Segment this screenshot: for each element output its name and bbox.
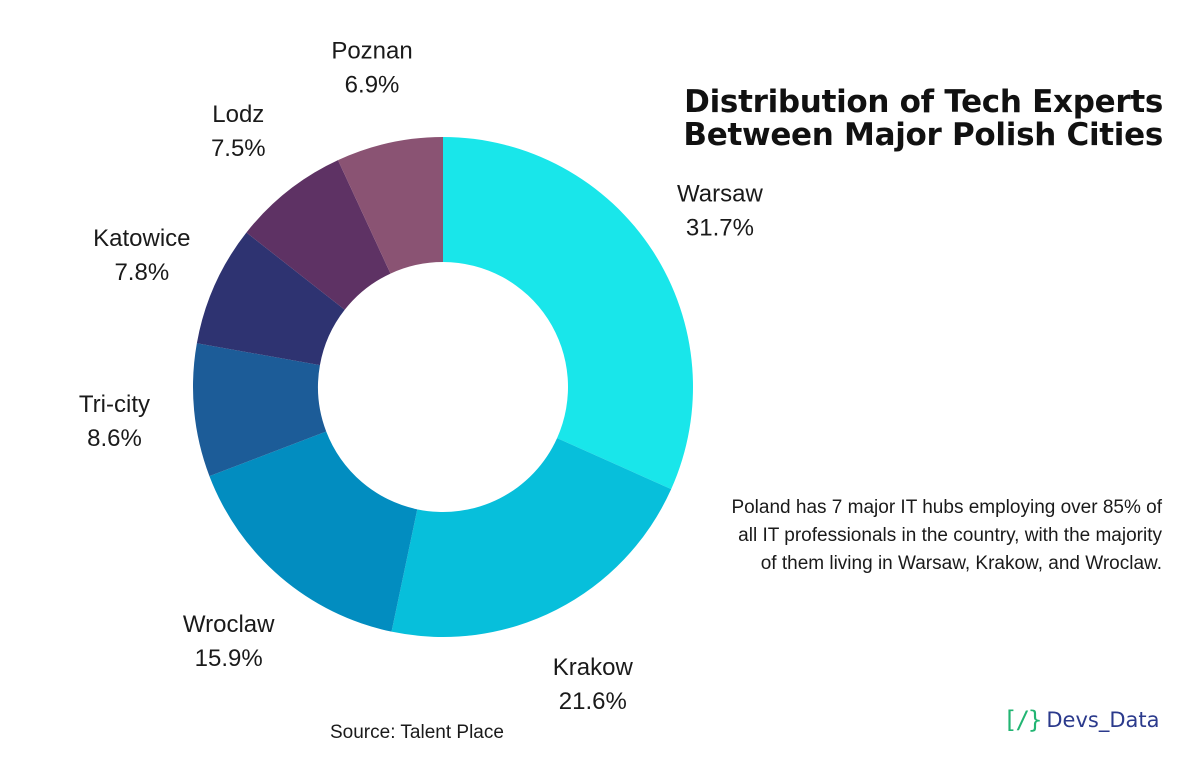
slice-value-label: 8.6% <box>87 425 142 452</box>
slice-krakow <box>391 438 672 637</box>
slice-value-label: 15.9% <box>195 645 263 672</box>
slice-category-label: Warsaw <box>677 181 763 208</box>
source-credit: Source: Talent Place <box>330 722 504 743</box>
chart-title-line-1: Distribution of Tech Experts <box>684 84 1163 120</box>
slice-wroclaw <box>209 431 418 632</box>
slice-category-label: Tri-city <box>79 391 150 418</box>
slice-label-katowice: Katowice 7.8% <box>93 225 190 286</box>
slice-label-poznan: Poznan 6.9% <box>331 38 412 99</box>
donut-slices <box>193 137 694 637</box>
slice-tri-city <box>193 343 327 477</box>
chart-title-line-2: Between Major Polish Cities <box>683 117 1163 153</box>
slice-category-label: Lodz <box>212 101 264 128</box>
slice-label-wroclaw: Wroclaw 15.9% <box>183 611 275 672</box>
slice-label-lodz: Lodz 7.5% <box>211 101 266 162</box>
slice-warsaw <box>443 137 694 490</box>
devs-data-logo: [/} Devs_Data <box>1003 706 1159 734</box>
slice-value-label: 31.7% <box>686 215 754 242</box>
slice-katowice <box>196 232 345 366</box>
slice-value-label: 7.5% <box>211 135 266 162</box>
slice-label-warsaw: Warsaw 31.7% <box>677 181 763 242</box>
slice-label-krakow: Krakow 21.6% <box>553 654 634 715</box>
slice-lodz <box>246 160 391 310</box>
slice-category-label: Poznan <box>331 38 412 65</box>
slice-value-label: 21.6% <box>559 688 627 715</box>
chart-title: Distribution of Tech Experts Between Maj… <box>683 86 1163 152</box>
slice-poznan <box>337 137 443 274</box>
logo-text: Devs_Data <box>1046 708 1160 732</box>
logo-bracket-icon: [/} <box>1003 706 1042 734</box>
slice-label-tri-city: Tri-city 8.6% <box>79 391 150 452</box>
slice-category-label: Katowice <box>93 225 190 252</box>
description-note: Poland has 7 major IT hubs employing ove… <box>731 497 1162 574</box>
slice-value-label: 7.8% <box>114 259 169 286</box>
slice-category-label: Krakow <box>553 654 634 681</box>
slice-category-label: Wroclaw <box>183 611 275 638</box>
slice-value-label: 6.9% <box>345 72 400 99</box>
slice-labels: Warsaw 31.7% Krakow 21.6% Wroclaw 15.9% Tri-ci… <box>79 38 764 715</box>
